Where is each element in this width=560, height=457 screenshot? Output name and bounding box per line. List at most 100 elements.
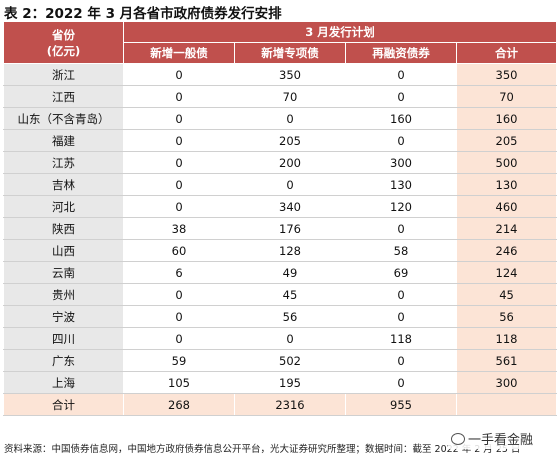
total-label-cell: 合计	[3, 393, 124, 416]
refinance-cell: 0	[345, 283, 457, 306]
total-cell: 70	[455, 85, 558, 108]
special-cell: 70	[234, 85, 346, 108]
special-cell: 195	[234, 371, 346, 394]
col-header-refinance: 再融资债券	[345, 42, 457, 64]
refinance-cell: 0	[345, 349, 457, 372]
table-row: 广东 59 502 0 561	[3, 349, 558, 372]
special-cell: 200	[234, 151, 346, 174]
col-header-special: 新增专项债	[234, 42, 346, 64]
total-cell: 45	[455, 283, 558, 306]
province-cell: 贵州	[3, 283, 124, 306]
total-total-cell	[455, 393, 558, 416]
refinance-cell: 300	[345, 151, 457, 174]
col-header-total: 合计	[455, 42, 558, 64]
total-cell: 350	[455, 63, 558, 86]
province-cell: 江苏	[3, 151, 124, 174]
watermark: 一手看金融	[448, 428, 537, 449]
table-row: 宁波 0 56 0 56	[3, 305, 558, 328]
province-cell: 河北	[3, 195, 124, 218]
total-cell: 160	[455, 107, 558, 130]
table-body: 浙江 0 350 0 350 江西 0 70 0 70 山东（不含青岛） 0 0 160 160 福建 0 205…	[3, 63, 558, 416]
table-row: 陕西 38 176 0 214	[3, 217, 558, 240]
refinance-cell: 0	[345, 129, 457, 152]
general-cell: 0	[123, 85, 235, 108]
special-cell: 49	[234, 261, 346, 284]
province-cell: 宁波	[3, 305, 124, 328]
total-special-cell: 2316	[234, 393, 346, 416]
province-header-unit: (亿元)	[46, 43, 81, 58]
total-cell: 214	[455, 217, 558, 240]
general-cell: 0	[123, 305, 235, 328]
refinance-cell: 118	[345, 327, 457, 350]
total-cell: 130	[455, 173, 558, 196]
province-cell: 山西	[3, 239, 124, 262]
table-row: 四川 0 0 118 118	[3, 327, 558, 350]
province-header-label: 省份	[52, 27, 75, 42]
bond-issuance-table: 省份 (亿元) 3 月发行计划 新增一般债 新增专项债 再融资债券 合计 浙江 0…	[3, 21, 558, 416]
group-header: 3 月发行计划	[122, 21, 558, 43]
general-cell: 0	[123, 327, 235, 350]
province-cell: 浙江	[3, 63, 124, 86]
province-cell: 云南	[3, 261, 124, 284]
special-cell: 176	[234, 217, 346, 240]
refinance-cell: 69	[345, 261, 457, 284]
refinance-cell: 160	[345, 107, 457, 130]
province-cell: 陕西	[3, 217, 124, 240]
table-row: 上海 105 195 0 300	[3, 371, 558, 394]
general-cell: 0	[123, 283, 235, 306]
special-cell: 205	[234, 129, 346, 152]
total-general-cell: 268	[123, 393, 235, 416]
table-row: 浙江 0 350 0 350	[3, 63, 558, 86]
total-cell: 124	[455, 261, 558, 284]
table-row: 江西 0 70 0 70	[3, 85, 558, 108]
refinance-cell: 58	[345, 239, 457, 262]
special-cell: 0	[234, 173, 346, 196]
special-cell: 350	[234, 63, 346, 86]
refinance-cell: 130	[345, 173, 457, 196]
province-cell: 上海	[3, 371, 124, 394]
general-cell: 38	[123, 217, 235, 240]
general-cell: 0	[123, 151, 235, 174]
special-cell: 0	[234, 107, 346, 130]
total-cell: 460	[455, 195, 558, 218]
total-cell: 246	[455, 239, 558, 262]
refinance-cell: 0	[345, 85, 457, 108]
refinance-cell: 0	[345, 371, 457, 394]
province-cell: 福建	[3, 129, 124, 152]
total-cell: 205	[455, 129, 558, 152]
general-cell: 59	[123, 349, 235, 372]
general-cell: 6	[123, 261, 235, 284]
special-cell: 56	[234, 305, 346, 328]
province-cell: 江西	[3, 85, 124, 108]
table-row: 山西 60 128 58 246	[3, 239, 558, 262]
special-cell: 45	[234, 283, 346, 306]
general-cell: 0	[123, 129, 235, 152]
table-row: 山东（不含青岛） 0 0 160 160	[3, 107, 558, 130]
table-title: 表 2：2022 年 3 月各省市政府债券发行安排	[4, 6, 282, 22]
total-row: 合计 268 2316 955	[3, 393, 558, 416]
special-cell: 502	[234, 349, 346, 372]
total-cell: 56	[455, 305, 558, 328]
total-cell: 561	[455, 349, 558, 372]
refinance-cell: 120	[345, 195, 457, 218]
refinance-cell: 0	[345, 63, 457, 86]
table-row: 云南 6 49 69 124	[3, 261, 558, 284]
general-cell: 0	[123, 107, 235, 130]
table-row: 贵州 0 45 0 45	[3, 283, 558, 306]
general-cell: 60	[123, 239, 235, 262]
total-refinance-cell: 955	[345, 393, 457, 416]
general-cell: 0	[123, 63, 235, 86]
table-row: 吉林 0 0 130 130	[3, 173, 558, 196]
general-cell: 0	[123, 195, 235, 218]
table-row: 福建 0 205 0 205	[3, 129, 558, 152]
general-cell: 0	[123, 173, 235, 196]
wechat-icon	[451, 432, 465, 445]
special-cell: 340	[234, 195, 346, 218]
province-cell: 广东	[3, 349, 124, 372]
refinance-cell: 0	[345, 305, 457, 328]
table-row: 河北 0 340 120 460	[3, 195, 558, 218]
table-row: 江苏 0 200 300 500	[3, 151, 558, 174]
province-cell: 山东（不含青岛）	[3, 107, 124, 130]
total-cell: 500	[455, 151, 558, 174]
special-cell: 128	[234, 239, 346, 262]
